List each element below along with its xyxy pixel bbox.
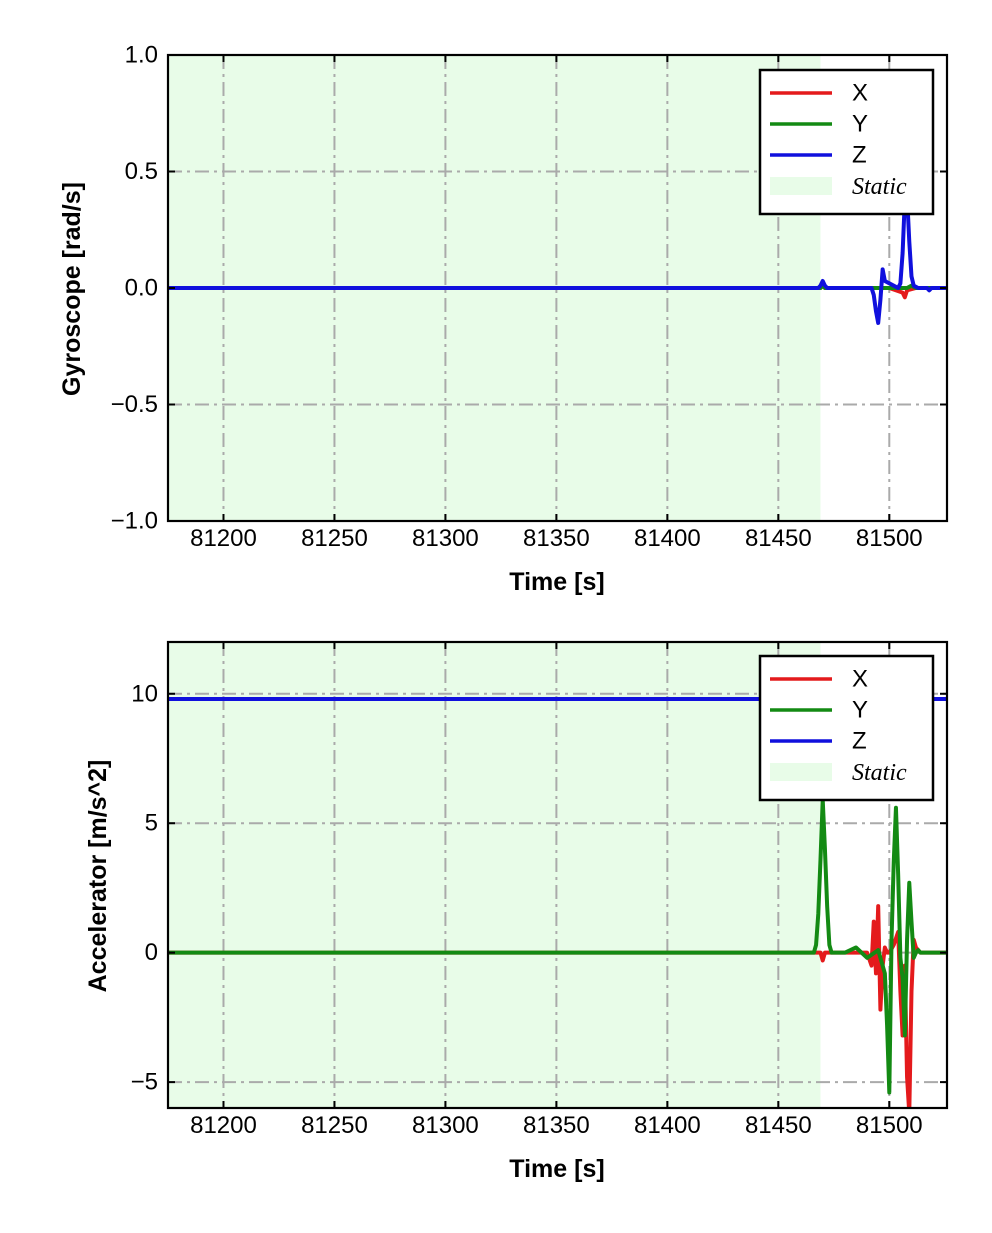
gyroscope-x-axis-label: Time [s] xyxy=(509,568,604,596)
gyroscope-x-tick-label: 81200 xyxy=(190,525,257,552)
gyroscope-y-tick-label: 0.5 xyxy=(125,158,158,185)
gyroscope-y-axis-label: Gyroscope [rad/s] xyxy=(58,182,86,396)
accelerator-y-tick-label: −5 xyxy=(131,1069,158,1096)
gyroscope-x-tick-labels: 81200 81250 81300 81350 81400 81450 8150… xyxy=(190,525,923,552)
accelerator-x-tick-label: 81500 xyxy=(856,1112,923,1139)
gyroscope-legend-x-label: X xyxy=(852,80,868,107)
gyroscope-legend-static-swatch xyxy=(770,177,832,195)
gyroscope-y-tick-label: −1.0 xyxy=(111,508,158,535)
gyroscope-x-tick-label: 81450 xyxy=(745,525,812,552)
accelerator-x-tick-label: 81450 xyxy=(745,1112,812,1139)
accelerator-y-tick-label: 10 xyxy=(131,680,158,707)
accelerator-ticks xyxy=(168,642,947,1108)
gyroscope-x-tick-label: 81350 xyxy=(523,525,590,552)
accelerator-static-region xyxy=(168,642,821,1108)
gyroscope-series-z-line xyxy=(168,192,947,325)
accelerator-y-axis-label: Accelerator [m/s^2] xyxy=(84,760,112,993)
gyroscope-x-tick-label: 81250 xyxy=(301,525,368,552)
accelerator-x-tick-label: 81200 xyxy=(190,1112,257,1139)
gyroscope-legend-y-label: Y xyxy=(852,111,868,138)
accelerator-chart: 81200 81250 81300 81350 81400 81450 8150… xyxy=(84,640,949,1183)
gyroscope-legend-z-label: Z xyxy=(852,142,867,169)
accelerator-x-axis-label: Time [s] xyxy=(509,1155,604,1183)
gyroscope-chart: 81200 81250 81300 81350 81400 81450 8150… xyxy=(58,42,949,596)
gyroscope-x-tick-label: 81500 xyxy=(856,525,923,552)
accelerator-x-tick-label: 81400 xyxy=(634,1112,701,1139)
accelerator-legend: X Y Z Static xyxy=(758,654,935,802)
accelerator-x-tick-label: 81300 xyxy=(412,1112,479,1139)
accelerator-x-tick-labels: 81200 81250 81300 81350 81400 81450 8150… xyxy=(190,1112,923,1139)
accelerator-legend-static-label: Static xyxy=(852,760,907,786)
accelerator-series-x-line xyxy=(168,904,947,1108)
accelerator-plot-frame xyxy=(166,640,949,1110)
accelerator-x-tick-label: 81350 xyxy=(523,1112,590,1139)
accelerator-legend-z-label: Z xyxy=(852,728,867,755)
accelerator-y-tick-labels: −5 0 5 10 xyxy=(131,680,158,1095)
gyroscope-x-tick-label: 81300 xyxy=(412,525,479,552)
accelerator-legend-y-label: Y xyxy=(852,697,868,724)
gyroscope-legend-static-label: Static xyxy=(852,174,907,200)
accelerator-x-tick-label: 81250 xyxy=(301,1112,368,1139)
gyroscope-ticks xyxy=(168,54,947,522)
accelerator-legend-static-swatch xyxy=(770,763,832,781)
gyroscope-x-tick-label: 81400 xyxy=(634,525,701,552)
accelerator-y-tick-label: 0 xyxy=(145,939,158,966)
gyroscope-legend: X Y Z Static xyxy=(758,68,935,216)
accelerator-series-y-line xyxy=(168,797,947,1095)
accelerator-y-tick-label: 5 xyxy=(145,810,158,837)
gyroscope-y-tick-label: 0.0 xyxy=(125,275,158,302)
gyroscope-series-group xyxy=(168,192,947,325)
gyroscope-y-tick-label: −0.5 xyxy=(111,391,158,418)
gyroscope-y-tick-labels: −1.0 −0.5 0.0 0.5 1.0 xyxy=(111,42,158,535)
accelerator-legend-x-label: X xyxy=(852,666,868,693)
gyroscope-y-tick-label: 1.0 xyxy=(125,42,158,69)
